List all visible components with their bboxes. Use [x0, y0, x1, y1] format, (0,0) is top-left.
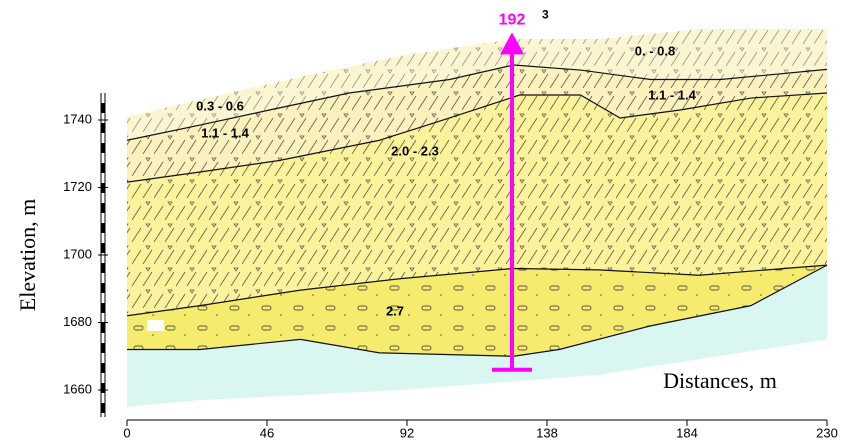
- chart: Elevation, m Distances, m 0.3 - 0.6 0. - …: [0, 0, 851, 444]
- y-tick-label: 1660: [63, 381, 92, 396]
- y-tick-label: 1720: [63, 179, 92, 194]
- x-tick-label: 0: [123, 425, 130, 440]
- layer-label: 2.7: [386, 303, 404, 318]
- y-tick-label: 1740: [63, 111, 92, 126]
- layer-label: 2.0 - 2.3: [391, 143, 439, 158]
- layer-label: 1.1 - 1.4: [648, 87, 696, 102]
- y-tick-label: 1680: [63, 314, 92, 329]
- white-marker: [147, 320, 164, 331]
- x-axis-label: Distances, m: [663, 368, 777, 393]
- y-tick-label: 1700: [63, 246, 92, 261]
- layers: [127, 29, 827, 407]
- borehole-label: 192: [499, 12, 526, 29]
- x-tick-label: 46: [260, 425, 274, 440]
- layer-label: 1.1 - 1.4: [201, 125, 249, 140]
- layer-label: 0.3 - 0.6: [196, 98, 244, 113]
- layer-label: 0. - 0.8: [635, 43, 675, 58]
- x-tick-label: 184: [676, 425, 698, 440]
- borehole-superscript: 3: [542, 8, 549, 22]
- y-axis-label: Elevation, m: [15, 199, 40, 311]
- x-tick-label: 230: [816, 425, 838, 440]
- x-tick-label: 92: [400, 425, 414, 440]
- x-tick-label: 138: [536, 425, 558, 440]
